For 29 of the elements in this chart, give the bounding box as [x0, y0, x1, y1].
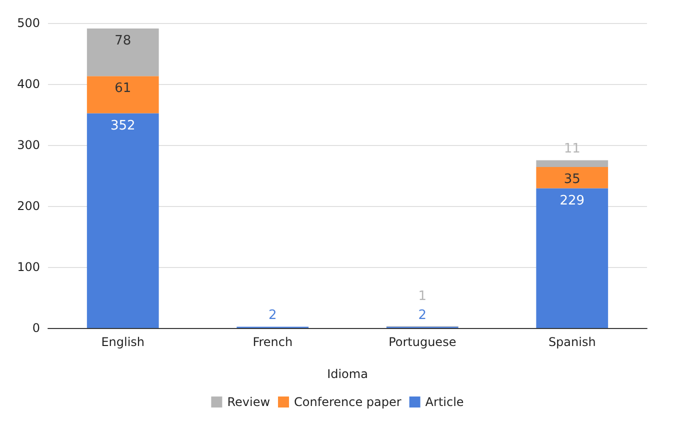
data-label: 2: [418, 308, 427, 323]
bar: [86, 28, 159, 76]
data-label: 61: [114, 81, 132, 96]
data-label: 11: [564, 141, 580, 156]
y-tick-label: 300: [17, 138, 40, 152]
data-label: 229: [560, 193, 585, 208]
y-tick-label: 100: [17, 260, 40, 274]
x-tick-label: French: [252, 335, 293, 349]
x-axis-title: Idioma: [327, 367, 368, 381]
data-label: 78: [114, 33, 132, 48]
y-tick-label: 0: [32, 321, 40, 335]
data-label: 1: [418, 289, 427, 304]
legend-label: Conference paper: [294, 395, 402, 409]
x-tick-label: English: [101, 335, 145, 349]
y-tick-label: 500: [17, 16, 40, 30]
data-label: 35: [564, 172, 580, 187]
bar: [86, 76, 159, 114]
legend-label: Article: [425, 395, 464, 409]
legend-label: Review: [227, 395, 270, 409]
bar: [536, 188, 608, 328]
bar: [86, 113, 159, 328]
x-tick-label: Spanish: [548, 335, 596, 349]
bar: [536, 166, 608, 188]
data-label: 352: [110, 118, 136, 134]
x-tick-label: Portuguese: [388, 335, 456, 349]
y-tick-label: 200: [17, 199, 40, 213]
data-label: 2: [268, 308, 277, 323]
bar: [536, 160, 608, 167]
y-tick-label: 400: [17, 77, 40, 91]
